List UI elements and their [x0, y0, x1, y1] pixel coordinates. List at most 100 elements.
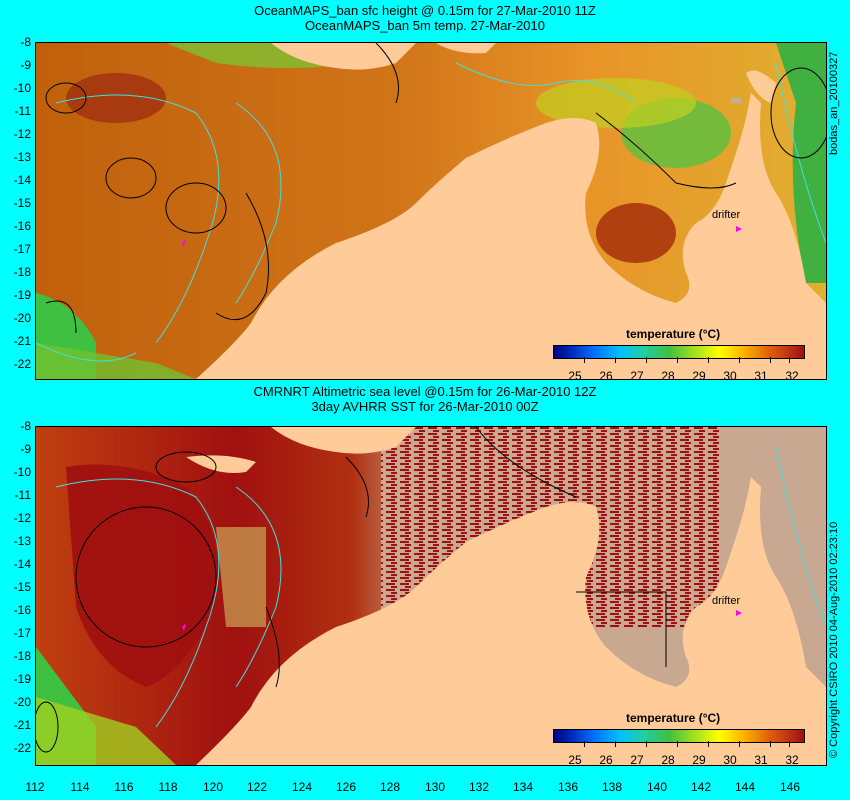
x-tick: 132 — [468, 780, 490, 794]
x-tick: 144 — [734, 780, 756, 794]
y-tick: -19 — [13, 288, 31, 302]
bottom-title-line2: 3day AVHRR SST for 26-Mar-2010 00Z — [311, 399, 539, 414]
bottom-title-line1: CMRNRT Altimetric sea level @0.15m for 2… — [253, 384, 597, 399]
drifter-marker-bottom — [736, 610, 742, 616]
cool-sst-south — [36, 697, 176, 765]
top-cbar-tick: 30 — [723, 369, 737, 380]
y-tick: -10 — [13, 465, 31, 479]
hot-water-northwest — [66, 73, 166, 123]
bottom-drifter-label: drifter — [712, 595, 741, 607]
y-tick: -14 — [13, 557, 31, 571]
y-tick: -18 — [13, 265, 31, 279]
top-cbar-tick: 25 — [568, 369, 582, 380]
warm-water-patch — [536, 78, 696, 128]
top-cbar-tick: 26 — [599, 369, 613, 380]
y-tick: -22 — [13, 357, 31, 371]
y-tick: -11 — [14, 488, 31, 502]
y-tick: -8 — [20, 419, 31, 433]
y-tick: -13 — [13, 534, 31, 548]
x-tick: 136 — [557, 780, 579, 794]
top-cbar-tick: 32 — [785, 369, 799, 380]
hot-water-gulf — [596, 203, 676, 263]
top-cbar-tick: 31 — [754, 369, 768, 380]
bottom-cbar-tick: 25 — [568, 753, 582, 766]
y-tick: -16 — [13, 219, 31, 233]
sea-level-contours — [45, 43, 826, 334]
y-tick: -15 — [13, 196, 31, 210]
bottom-cbar-tick: 30 — [723, 753, 737, 766]
bottom-map-panel: drifter temperature (°C) 25 26 27 28 29 … — [35, 426, 827, 766]
no-data-marker — [731, 98, 741, 103]
bottom-colorbar — [553, 729, 805, 743]
y-tick: -16 — [13, 603, 31, 617]
y-tick: -22 — [13, 741, 31, 755]
top-map-panel: drifter temperature (°C) 25 26 27 28 29 … — [35, 42, 827, 380]
y-tick: -12 — [13, 127, 31, 141]
drifter-marker-top — [736, 226, 742, 232]
hot-sst-core — [66, 464, 218, 687]
y-tick: -21 — [13, 334, 31, 348]
bottom-cbar-tick: 31 — [754, 753, 768, 766]
x-tick: 114 — [70, 780, 90, 794]
y-tick: -20 — [13, 695, 31, 709]
y-tick: -9 — [20, 58, 31, 72]
top-cbar-tick: 27 — [630, 369, 644, 380]
x-tick: 122 — [246, 780, 268, 794]
bottom-side-label: © Copyright CSIRO 2010 04-Aug-2010 02:23… — [828, 521, 840, 758]
y-tick: -10 — [13, 81, 31, 95]
top-title-line2: OceanMAPS_ban 5m temp. 27-Mar-2010 — [305, 18, 545, 33]
x-tick: 112 — [25, 780, 45, 794]
australia-landmass-bottom — [36, 477, 826, 765]
y-tick: -11 — [14, 104, 31, 118]
top-drifter-label: drifter — [712, 209, 741, 221]
cool-water-east — [776, 43, 826, 283]
y-tick: -14 — [13, 173, 31, 187]
drifter-track-top — [182, 239, 186, 247]
cool-water-south — [36, 343, 196, 379]
bottom-cbar-tick: 32 — [785, 753, 799, 766]
top-map-svg — [36, 43, 826, 379]
x-tick: 138 — [601, 780, 623, 794]
bottom-cbar-tick: 28 — [661, 753, 675, 766]
timor-island-bottom — [271, 427, 416, 454]
x-tick: 126 — [335, 780, 357, 794]
x-tick: 118 — [158, 780, 178, 794]
sea-level-contours-bottom — [36, 427, 667, 753]
y-tick: -20 — [13, 311, 31, 325]
y-tick: -19 — [13, 672, 31, 686]
top-colorbar-title: temperature (°C) — [626, 327, 721, 341]
x-tick: 134 — [512, 780, 534, 794]
bottom-map-svg — [36, 427, 826, 765]
timor-island — [271, 43, 416, 70]
top-colorbar — [553, 345, 805, 359]
bottom-cbar-tick: 26 — [599, 753, 613, 766]
y-tick: -17 — [13, 242, 31, 256]
x-tick: 128 — [379, 780, 401, 794]
x-tick: 140 — [646, 780, 668, 794]
y-tick: -21 — [13, 718, 31, 732]
top-colorbar-ticks: 25 26 27 28 29 30 31 32 — [553, 357, 803, 380]
x-tick: 130 — [424, 780, 446, 794]
y-tick: -17 — [13, 626, 31, 640]
y-tick: -15 — [13, 580, 31, 594]
y-tick: -9 — [20, 442, 31, 456]
bottom-colorbar-ticks: 25 26 27 28 29 30 31 32 — [553, 741, 803, 765]
x-tick: 146 — [779, 780, 801, 794]
bottom-cbar-tick: 27 — [630, 753, 644, 766]
drifter-track-bottom — [182, 623, 186, 631]
x-tick: 124 — [291, 780, 313, 794]
y-tick: -12 — [13, 511, 31, 525]
cloud-stripe — [216, 527, 266, 627]
island-bottom — [186, 455, 256, 473]
torres-island — [746, 70, 776, 103]
x-tick: 120 — [202, 780, 224, 794]
bottom-cbar-tick: 29 — [692, 753, 706, 766]
y-tick: -18 — [13, 649, 31, 663]
isobath-contours-bottom — [55, 446, 826, 728]
top-cbar-tick: 29 — [692, 369, 706, 380]
y-tick: -8 — [20, 35, 31, 49]
australia-landmass — [36, 93, 826, 379]
top-side-label: bodas_an_20100327 — [828, 51, 840, 155]
bottom-colorbar-title: temperature (°C) — [626, 711, 721, 725]
top-cbar-tick: 28 — [661, 369, 675, 380]
